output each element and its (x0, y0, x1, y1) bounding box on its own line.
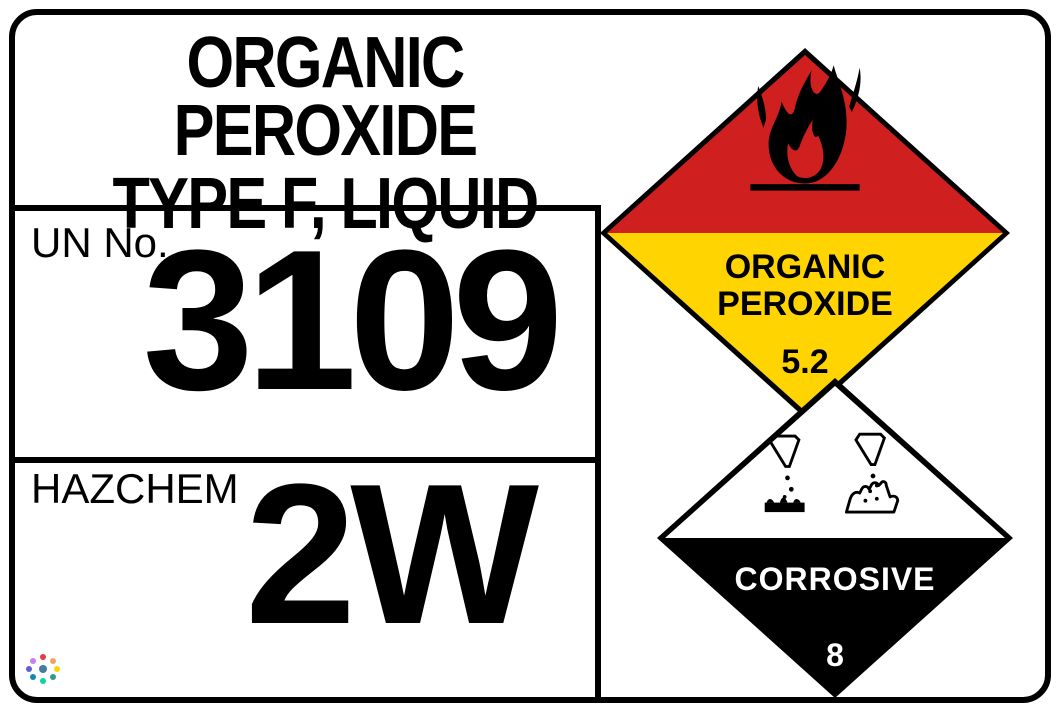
hazchem-value: 2W (179, 425, 599, 685)
hazchem-box: HAZCHEM 2W (9, 457, 601, 703)
hazmat-placard-organic-peroxide: ORGANIC PEROXIDE 5.2 (595, 43, 1015, 423)
placard2-text: CORROSIVE (734, 561, 935, 597)
placard1-text-2: PEROXIDE (717, 285, 893, 323)
hazmat-panel: ORGANIC PEROXIDE TYPE F, LIQUID UN No. 3… (9, 9, 1051, 703)
un-value: 3109 (109, 191, 589, 451)
title-line-1: ORGANIC PEROXIDE (79, 29, 572, 166)
placard2-class: 8 (826, 637, 844, 673)
brand-logo-icon (25, 651, 61, 687)
placard1-text-1: ORGANIC (725, 248, 886, 286)
hazmat-placard-corrosive: CORROSIVE 8 (645, 373, 1025, 703)
